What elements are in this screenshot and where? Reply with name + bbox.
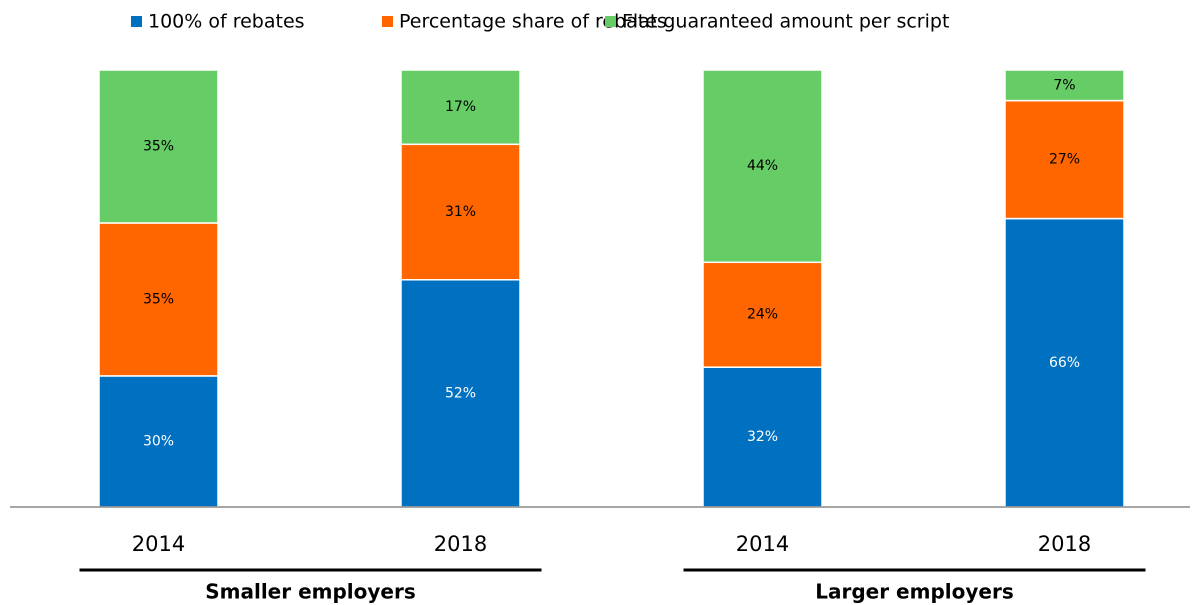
group-label: Smaller employers — [205, 580, 416, 604]
data-label: 35% — [143, 138, 174, 154]
data-label: 66% — [1049, 355, 1080, 371]
data-label: 32% — [747, 429, 778, 445]
bar-segment — [1004, 69, 1125, 102]
group-label: Larger employers — [815, 580, 1014, 604]
bar-segment — [702, 261, 823, 368]
data-label: 27% — [1049, 152, 1080, 168]
legend-label: 100% of rebates — [148, 11, 305, 33]
data-label: 35% — [143, 291, 174, 307]
data-label: 52% — [445, 385, 476, 401]
bar-segment — [1004, 99, 1125, 220]
legend-swatch — [131, 16, 142, 27]
data-label: 24% — [747, 307, 778, 323]
data-label: 17% — [445, 99, 476, 115]
bar-segment — [400, 69, 521, 146]
x-tick-label: 2014 — [736, 532, 789, 556]
data-label: 30% — [143, 433, 174, 449]
bar-segment — [702, 366, 823, 508]
bar-segment — [98, 69, 219, 224]
x-tick-label: 2018 — [1038, 532, 1091, 556]
x-tick-label: 2014 — [132, 532, 185, 556]
bar-segment — [98, 222, 219, 377]
data-label: 31% — [445, 204, 476, 220]
legend-label: Percentage share of rebates — [399, 11, 667, 33]
legend-swatch — [605, 16, 616, 27]
legend-swatch — [382, 16, 393, 27]
data-label: 44% — [747, 158, 778, 174]
bar-segment — [98, 375, 219, 508]
legend-label: Flat guaranteed amount per script — [622, 11, 949, 33]
data-label: 7% — [1053, 77, 1075, 93]
x-tick-label: 2018 — [434, 532, 487, 556]
bar-segment — [702, 69, 823, 264]
bar-segment — [400, 279, 521, 508]
